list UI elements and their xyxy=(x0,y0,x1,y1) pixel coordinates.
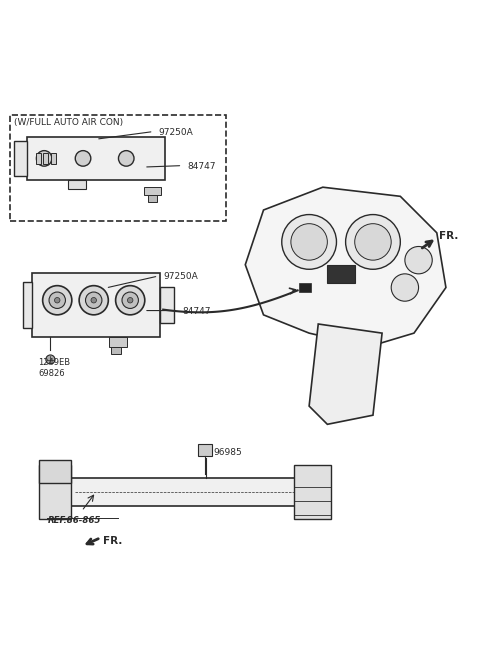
Bar xyxy=(23,282,32,328)
Text: 97250A: 97250A xyxy=(163,272,198,282)
Circle shape xyxy=(119,151,134,166)
Bar xyxy=(57,478,308,506)
Text: 84747: 84747 xyxy=(187,161,216,171)
Circle shape xyxy=(85,292,102,308)
Circle shape xyxy=(49,292,65,308)
Circle shape xyxy=(122,292,138,308)
Circle shape xyxy=(46,355,55,364)
Polygon shape xyxy=(245,187,446,347)
Bar xyxy=(144,187,161,195)
Text: (W/FULL AUTO AIR CON): (W/FULL AUTO AIR CON) xyxy=(14,118,123,126)
Bar xyxy=(27,137,165,180)
Bar xyxy=(14,141,27,175)
Text: FR.: FR. xyxy=(439,231,458,241)
Circle shape xyxy=(79,286,108,315)
Bar xyxy=(51,153,56,163)
Circle shape xyxy=(91,298,96,303)
Text: FR.: FR. xyxy=(103,536,122,546)
Bar xyxy=(111,347,121,354)
Circle shape xyxy=(75,151,91,166)
Bar xyxy=(327,265,355,283)
Text: 96985: 96985 xyxy=(214,448,242,457)
Bar xyxy=(109,337,127,347)
Bar xyxy=(68,180,85,189)
Circle shape xyxy=(355,224,391,260)
FancyBboxPatch shape xyxy=(10,115,226,221)
Circle shape xyxy=(128,298,133,303)
Polygon shape xyxy=(309,324,382,424)
Bar xyxy=(299,283,311,292)
Circle shape xyxy=(391,274,419,301)
Circle shape xyxy=(405,247,432,274)
Bar xyxy=(39,460,71,483)
Bar xyxy=(198,444,212,456)
Text: REF.86-865: REF.86-865 xyxy=(48,516,101,525)
Bar xyxy=(39,464,71,519)
Circle shape xyxy=(116,286,145,315)
Circle shape xyxy=(291,224,327,260)
Bar xyxy=(148,195,157,202)
Circle shape xyxy=(346,214,400,269)
Text: 97250A: 97250A xyxy=(158,128,193,137)
Bar xyxy=(294,464,331,519)
Circle shape xyxy=(55,298,60,303)
Bar xyxy=(160,286,174,323)
Circle shape xyxy=(282,214,336,269)
Text: 84747: 84747 xyxy=(182,307,211,316)
Bar xyxy=(36,153,41,163)
Circle shape xyxy=(36,151,52,166)
Bar xyxy=(43,153,48,163)
Text: 1249EB
69826: 1249EB 69826 xyxy=(38,358,71,378)
Circle shape xyxy=(43,286,72,315)
Bar xyxy=(32,273,160,337)
